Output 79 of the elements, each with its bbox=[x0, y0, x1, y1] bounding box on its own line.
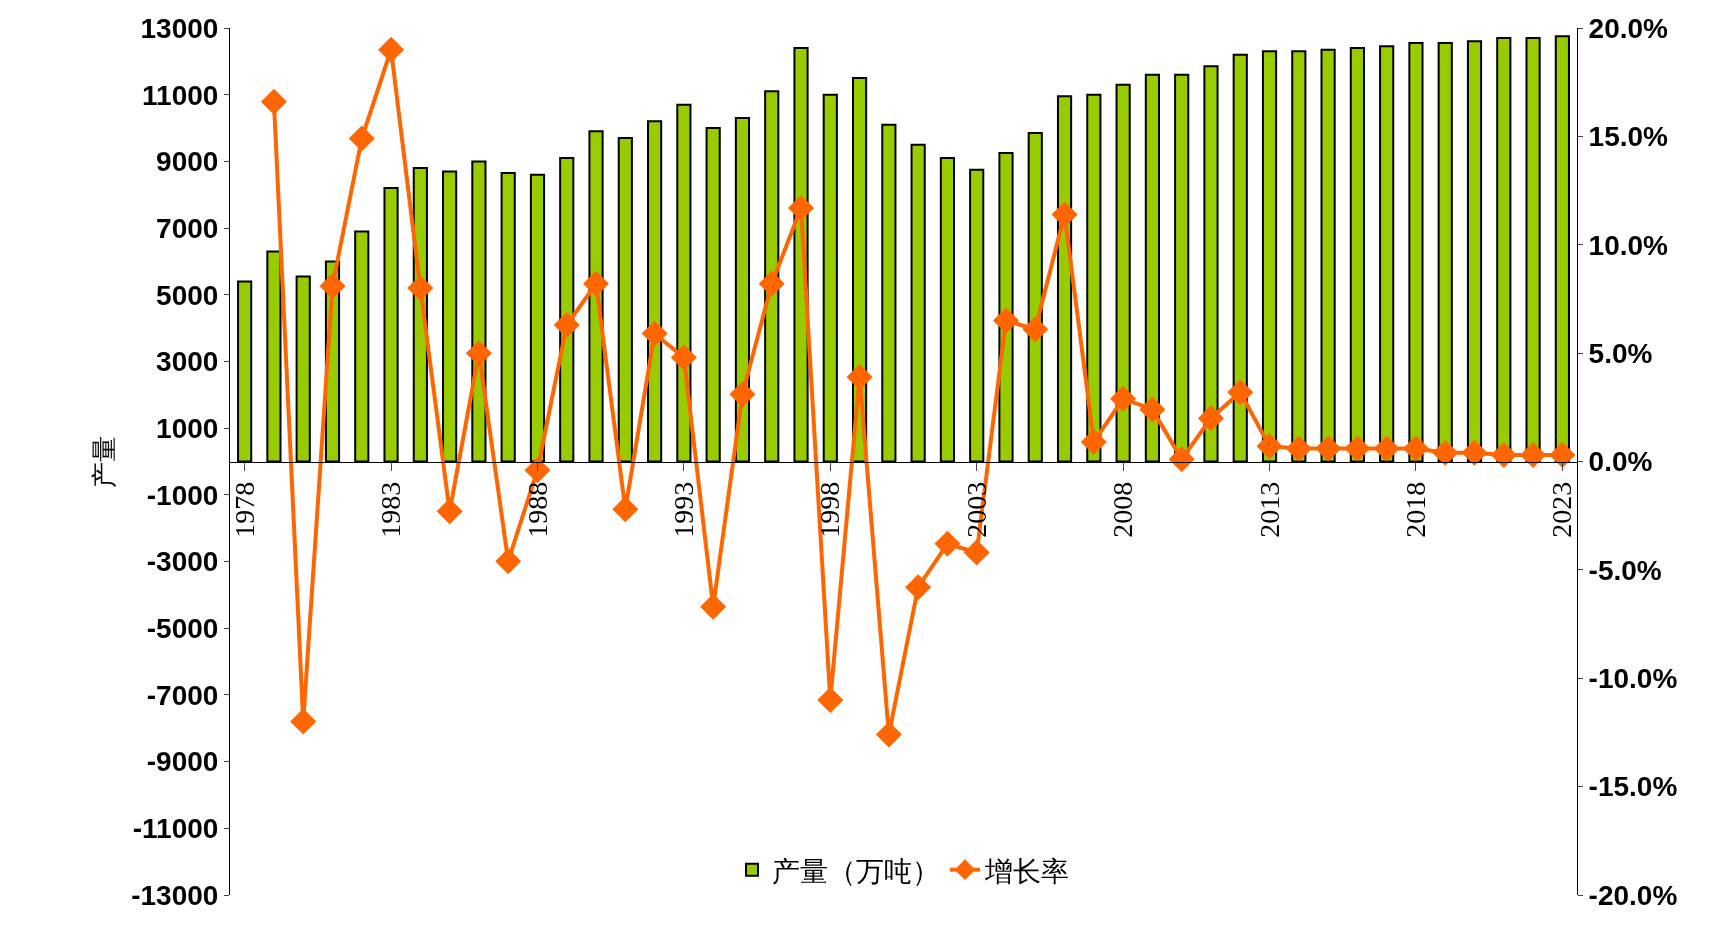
x-tick-label: 1998 bbox=[814, 481, 846, 538]
point bbox=[1432, 439, 1459, 466]
point bbox=[1520, 442, 1547, 468]
point bbox=[1256, 433, 1283, 460]
y2-tick-label: -10.0% bbox=[1588, 663, 1678, 695]
point bbox=[700, 593, 727, 620]
x-tick-label: 1978 bbox=[228, 481, 260, 538]
point bbox=[934, 530, 961, 557]
y-tick-label: 5000 bbox=[156, 279, 219, 311]
x-tick-label: 1993 bbox=[667, 481, 699, 538]
y-tick-label: 3000 bbox=[156, 346, 219, 378]
y-tick-label: 9000 bbox=[156, 146, 219, 178]
point bbox=[1285, 435, 1312, 462]
point bbox=[1197, 405, 1224, 432]
point bbox=[905, 574, 932, 601]
point bbox=[1315, 435, 1342, 462]
point bbox=[1139, 396, 1166, 423]
point bbox=[1461, 439, 1488, 466]
point bbox=[846, 363, 873, 390]
point bbox=[290, 708, 317, 735]
x-tick-label: 2003 bbox=[960, 481, 992, 538]
y-tick-label: -9000 bbox=[146, 746, 219, 778]
y-tick-label: 7000 bbox=[156, 212, 219, 244]
point bbox=[1549, 442, 1576, 468]
x-tick-label: 1988 bbox=[521, 481, 553, 538]
y2-tick-label: 20.0% bbox=[1588, 12, 1669, 44]
x-tick-label: 2008 bbox=[1107, 481, 1139, 538]
y-axis-title: 产量 bbox=[88, 435, 119, 488]
y2-tick-label: -15.0% bbox=[1588, 771, 1678, 803]
y2-tick-label: -20.0% bbox=[1588, 879, 1678, 911]
point bbox=[1110, 385, 1137, 412]
point bbox=[1227, 379, 1254, 406]
point bbox=[553, 311, 580, 338]
point bbox=[1402, 435, 1429, 462]
y-tick-label: -7000 bbox=[146, 679, 219, 711]
point bbox=[436, 498, 463, 525]
point bbox=[1490, 442, 1517, 468]
point bbox=[1051, 201, 1078, 228]
y2-tick-label: 0.0% bbox=[1588, 446, 1653, 478]
y-tick-label: -1000 bbox=[146, 479, 219, 511]
point bbox=[1344, 435, 1371, 462]
point bbox=[348, 125, 375, 152]
point bbox=[378, 36, 405, 63]
y-tick-label: -13000 bbox=[131, 879, 219, 911]
y2-tick-label: 5.0% bbox=[1588, 337, 1653, 369]
point bbox=[670, 344, 697, 371]
point bbox=[817, 686, 844, 713]
point bbox=[407, 275, 434, 302]
point bbox=[495, 548, 522, 575]
legend-label: 产量（万吨） bbox=[772, 855, 940, 887]
point bbox=[758, 270, 785, 297]
point bbox=[583, 270, 610, 297]
point bbox=[729, 381, 756, 408]
point bbox=[963, 539, 990, 566]
point bbox=[260, 88, 287, 115]
y-tick-label: 1000 bbox=[156, 412, 219, 444]
point bbox=[875, 721, 902, 748]
y-tick-label: 11000 bbox=[142, 79, 219, 111]
point bbox=[1022, 316, 1049, 343]
point bbox=[641, 320, 668, 347]
y-tick-label: -11000 bbox=[132, 813, 219, 845]
x-tick-label: 2013 bbox=[1253, 481, 1285, 538]
y-tick-label: -5000 bbox=[146, 613, 219, 645]
point bbox=[612, 496, 639, 523]
point bbox=[319, 272, 346, 299]
point bbox=[524, 457, 551, 484]
x-tick-label: 1983 bbox=[375, 481, 407, 538]
point bbox=[1080, 428, 1107, 455]
point bbox=[992, 307, 1019, 334]
y-tick-label: 13000 bbox=[140, 12, 219, 44]
x-tick-label: 2018 bbox=[1400, 481, 1432, 538]
point bbox=[788, 194, 815, 221]
y-tick-label: -3000 bbox=[146, 546, 219, 578]
y2-tick-label: 15.0% bbox=[1588, 121, 1669, 153]
point bbox=[1373, 435, 1400, 462]
x-tick-label: 2023 bbox=[1546, 481, 1578, 538]
legend-label: 增长率 bbox=[984, 855, 1069, 887]
y2-tick-label: -5.0% bbox=[1588, 554, 1662, 586]
y2-tick-label: 10.0% bbox=[1588, 229, 1669, 261]
